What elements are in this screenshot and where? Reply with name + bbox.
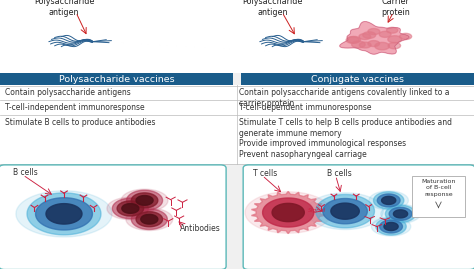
Polygon shape bbox=[384, 222, 398, 231]
Polygon shape bbox=[127, 190, 163, 211]
Polygon shape bbox=[46, 204, 82, 224]
Polygon shape bbox=[107, 197, 154, 220]
Polygon shape bbox=[380, 220, 402, 233]
Text: Signal: Signal bbox=[308, 208, 326, 213]
Polygon shape bbox=[376, 218, 406, 235]
Polygon shape bbox=[382, 196, 396, 204]
Bar bbox=[0, 0, 474, 73]
Polygon shape bbox=[385, 205, 416, 222]
Text: B cells: B cells bbox=[13, 168, 38, 178]
Polygon shape bbox=[363, 32, 376, 38]
Polygon shape bbox=[371, 217, 411, 236]
Polygon shape bbox=[316, 194, 374, 228]
Polygon shape bbox=[374, 192, 404, 209]
Text: Contain polysaccharide antigens covalently linked to a
carrier protein: Contain polysaccharide antigens covalent… bbox=[239, 88, 450, 108]
Polygon shape bbox=[340, 22, 409, 54]
Polygon shape bbox=[386, 27, 398, 33]
Polygon shape bbox=[131, 193, 158, 208]
Polygon shape bbox=[331, 203, 359, 219]
FancyBboxPatch shape bbox=[243, 165, 474, 269]
Polygon shape bbox=[27, 193, 101, 235]
Polygon shape bbox=[352, 41, 365, 48]
Text: Antibodies: Antibodies bbox=[180, 224, 221, 233]
Text: Stimulate B cells to produce antibodies: Stimulate B cells to produce antibodies bbox=[5, 118, 155, 127]
Polygon shape bbox=[122, 204, 139, 213]
Polygon shape bbox=[388, 36, 402, 43]
Polygon shape bbox=[136, 212, 163, 227]
Text: Polysaccharide vaccines: Polysaccharide vaccines bbox=[59, 75, 174, 84]
Polygon shape bbox=[251, 192, 325, 233]
Polygon shape bbox=[393, 210, 408, 218]
Bar bbox=[0, 73, 233, 85]
FancyBboxPatch shape bbox=[412, 176, 465, 217]
Text: Conjugate vaccines: Conjugate vaccines bbox=[311, 75, 404, 84]
Polygon shape bbox=[359, 34, 371, 40]
Bar bbox=[241, 73, 474, 85]
Text: Stimulate T cells to help B cells produce antibodies and
generate immune memory
: Stimulate T cells to help B cells produc… bbox=[239, 118, 452, 158]
Bar bbox=[0, 85, 474, 164]
Text: Maturation
of B-cell
response: Maturation of B-cell response bbox=[421, 179, 456, 197]
Polygon shape bbox=[121, 189, 168, 212]
Polygon shape bbox=[375, 42, 390, 50]
Text: Contain polysaccharide antigens: Contain polysaccharide antigens bbox=[5, 88, 130, 97]
FancyBboxPatch shape bbox=[0, 165, 226, 269]
Polygon shape bbox=[126, 208, 173, 231]
Polygon shape bbox=[141, 214, 158, 224]
Text: Carrier
protein: Carrier protein bbox=[382, 0, 410, 17]
Text: T-cell-dependent immunoresponse: T-cell-dependent immunoresponse bbox=[239, 103, 372, 112]
Text: T cells: T cells bbox=[253, 169, 277, 178]
Text: B cells: B cells bbox=[327, 169, 352, 178]
Polygon shape bbox=[323, 199, 367, 224]
Polygon shape bbox=[346, 37, 359, 43]
Polygon shape bbox=[245, 192, 331, 233]
Polygon shape bbox=[368, 41, 380, 47]
Polygon shape bbox=[112, 198, 148, 219]
Text: Polysaccharide
antigen: Polysaccharide antigen bbox=[34, 0, 94, 17]
Polygon shape bbox=[369, 191, 409, 210]
Polygon shape bbox=[389, 207, 412, 220]
Polygon shape bbox=[131, 209, 167, 229]
Polygon shape bbox=[377, 194, 400, 207]
Polygon shape bbox=[379, 31, 391, 37]
Polygon shape bbox=[36, 198, 92, 230]
Polygon shape bbox=[347, 36, 361, 43]
Polygon shape bbox=[368, 29, 380, 35]
Polygon shape bbox=[359, 42, 371, 48]
Text: Polysaccharide
antigen: Polysaccharide antigen bbox=[242, 0, 303, 17]
Polygon shape bbox=[136, 196, 153, 205]
Polygon shape bbox=[381, 204, 420, 223]
Polygon shape bbox=[388, 43, 401, 49]
Polygon shape bbox=[272, 203, 304, 222]
Polygon shape bbox=[400, 33, 412, 40]
Text: T-cell-independent immunoresponse: T-cell-independent immunoresponse bbox=[5, 103, 145, 112]
Polygon shape bbox=[117, 201, 144, 216]
Polygon shape bbox=[307, 193, 383, 229]
Polygon shape bbox=[263, 198, 314, 227]
Polygon shape bbox=[16, 191, 112, 237]
